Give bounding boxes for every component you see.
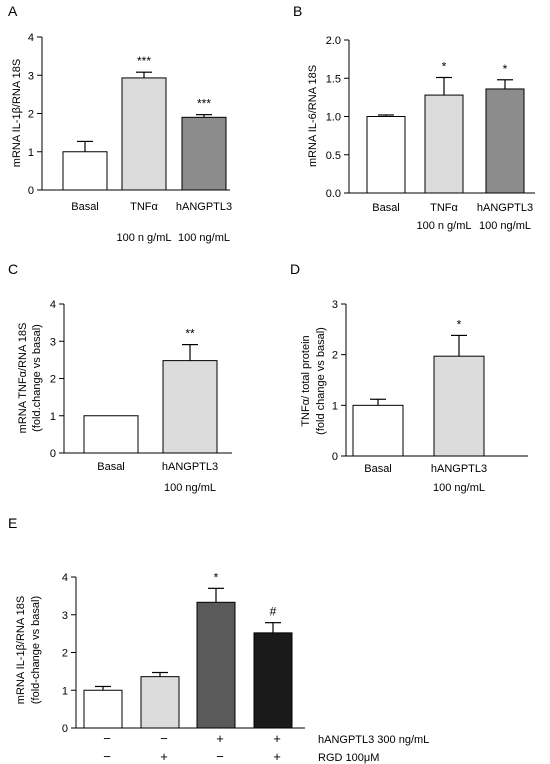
category-label: Basal — [71, 201, 99, 213]
y-axis-label: mRNA IL-1β/RNA 18S — [11, 59, 23, 167]
bar — [162, 360, 218, 454]
y-axis-label-secondary: (fold change vs basal) — [315, 327, 327, 435]
y-axis-label-secondary: (fold.change vs basal) — [31, 324, 43, 432]
y-axis-label: TNFα/ total protein — [300, 335, 312, 426]
category-label: hANGPTL3 — [162, 461, 218, 473]
condition-label: hANGPTL3 300 ng/mL — [318, 734, 429, 746]
y-tick-label: 1 — [50, 411, 56, 423]
bar — [83, 415, 139, 454]
y-tick-label: 4 — [28, 32, 34, 44]
y-tick-label: 3 — [28, 70, 34, 82]
y-tick-label: 4 — [50, 299, 56, 311]
y-tick-label: 0.0 — [326, 188, 341, 200]
bar — [196, 601, 236, 729]
category-sublabel: 100 ng/mL — [178, 232, 230, 244]
y-tick-label: 2 — [28, 109, 34, 121]
category-label: hANGPTL3 — [431, 463, 487, 475]
y-tick-label: 3 — [50, 336, 56, 348]
y-axis-label: mRNA IL-1β/RNA 18S — [15, 596, 27, 704]
condition-mark: + — [216, 731, 224, 746]
significance-marker: * — [214, 570, 219, 584]
y-tick-label: 2.0 — [326, 35, 341, 47]
y-tick-label: 1 — [332, 400, 338, 412]
significance-marker: *** — [197, 97, 211, 111]
y-tick-label: 1 — [62, 685, 68, 697]
y-axis-label: mRNA IL-6/RNA 18S — [307, 65, 319, 167]
condition-mark: + — [160, 749, 168, 764]
significance-marker: * — [442, 59, 447, 73]
category-label: Basal — [97, 461, 125, 473]
y-tick-label: 0.5 — [326, 150, 341, 162]
significance-marker: * — [457, 317, 462, 331]
category-sublabel: 100 n g/mL — [116, 232, 171, 244]
y-tick-label: 2 — [332, 350, 338, 362]
bar — [253, 632, 293, 729]
bar — [366, 116, 406, 194]
category-label: TNFα — [130, 201, 158, 213]
bar — [121, 77, 167, 191]
condition-mark: + — [273, 749, 281, 764]
y-axis-label-secondary: (fold-change vs basal) — [30, 596, 42, 704]
category-label: TNFα — [430, 202, 458, 214]
bar — [83, 689, 123, 729]
y-tick-label: 1.0 — [326, 112, 341, 124]
y-tick-label: 1.5 — [326, 73, 341, 85]
condition-mark: − — [160, 731, 168, 746]
y-tick-label: 1 — [28, 147, 34, 159]
panel-letter-D: D — [290, 261, 300, 277]
category-sublabel: 100 ng/mL — [433, 482, 485, 494]
bar — [352, 404, 404, 457]
y-tick-label: 2 — [50, 374, 56, 386]
condition-mark: − — [216, 749, 224, 764]
bar — [62, 151, 108, 191]
bar — [485, 88, 525, 194]
significance-marker: *** — [137, 54, 151, 68]
category-label: Basal — [364, 463, 392, 475]
significance-marker: * — [503, 62, 508, 76]
category-sublabel: 100 n g/mL — [416, 220, 471, 232]
category-label: hANGPTL3 — [176, 201, 232, 213]
panel-letter-B: B — [293, 3, 302, 19]
y-tick-label: 3 — [62, 610, 68, 622]
y-tick-label: 3 — [332, 299, 338, 311]
bar — [433, 355, 485, 457]
bar — [181, 116, 227, 191]
y-tick-label: 0 — [28, 185, 34, 197]
bar — [140, 676, 180, 729]
condition-mark: − — [103, 749, 111, 764]
y-tick-label: 2 — [62, 648, 68, 660]
category-sublabel: 100 ng/mL — [164, 482, 216, 494]
y-tick-label: 0 — [50, 448, 56, 460]
panel-letter-C: C — [8, 261, 18, 277]
panel-letter-A: A — [8, 3, 18, 19]
panel-letter-E: E — [8, 515, 17, 531]
y-tick-label: 4 — [62, 572, 68, 584]
category-label: Basal — [372, 202, 400, 214]
condition-mark: + — [273, 731, 281, 746]
significance-marker: # — [270, 605, 277, 619]
significance-marker: ** — [185, 327, 195, 341]
y-tick-label: 0 — [62, 723, 68, 735]
condition-label: RGD 100μM — [318, 752, 379, 764]
bar — [424, 94, 464, 194]
category-label: hANGPTL3 — [477, 202, 533, 214]
y-tick-label: 0 — [332, 451, 338, 463]
category-sublabel: 100 ng/mL — [479, 220, 531, 232]
condition-mark: − — [103, 731, 111, 746]
y-axis-label: mRNA TNFα/RNA 18S — [17, 323, 29, 434]
